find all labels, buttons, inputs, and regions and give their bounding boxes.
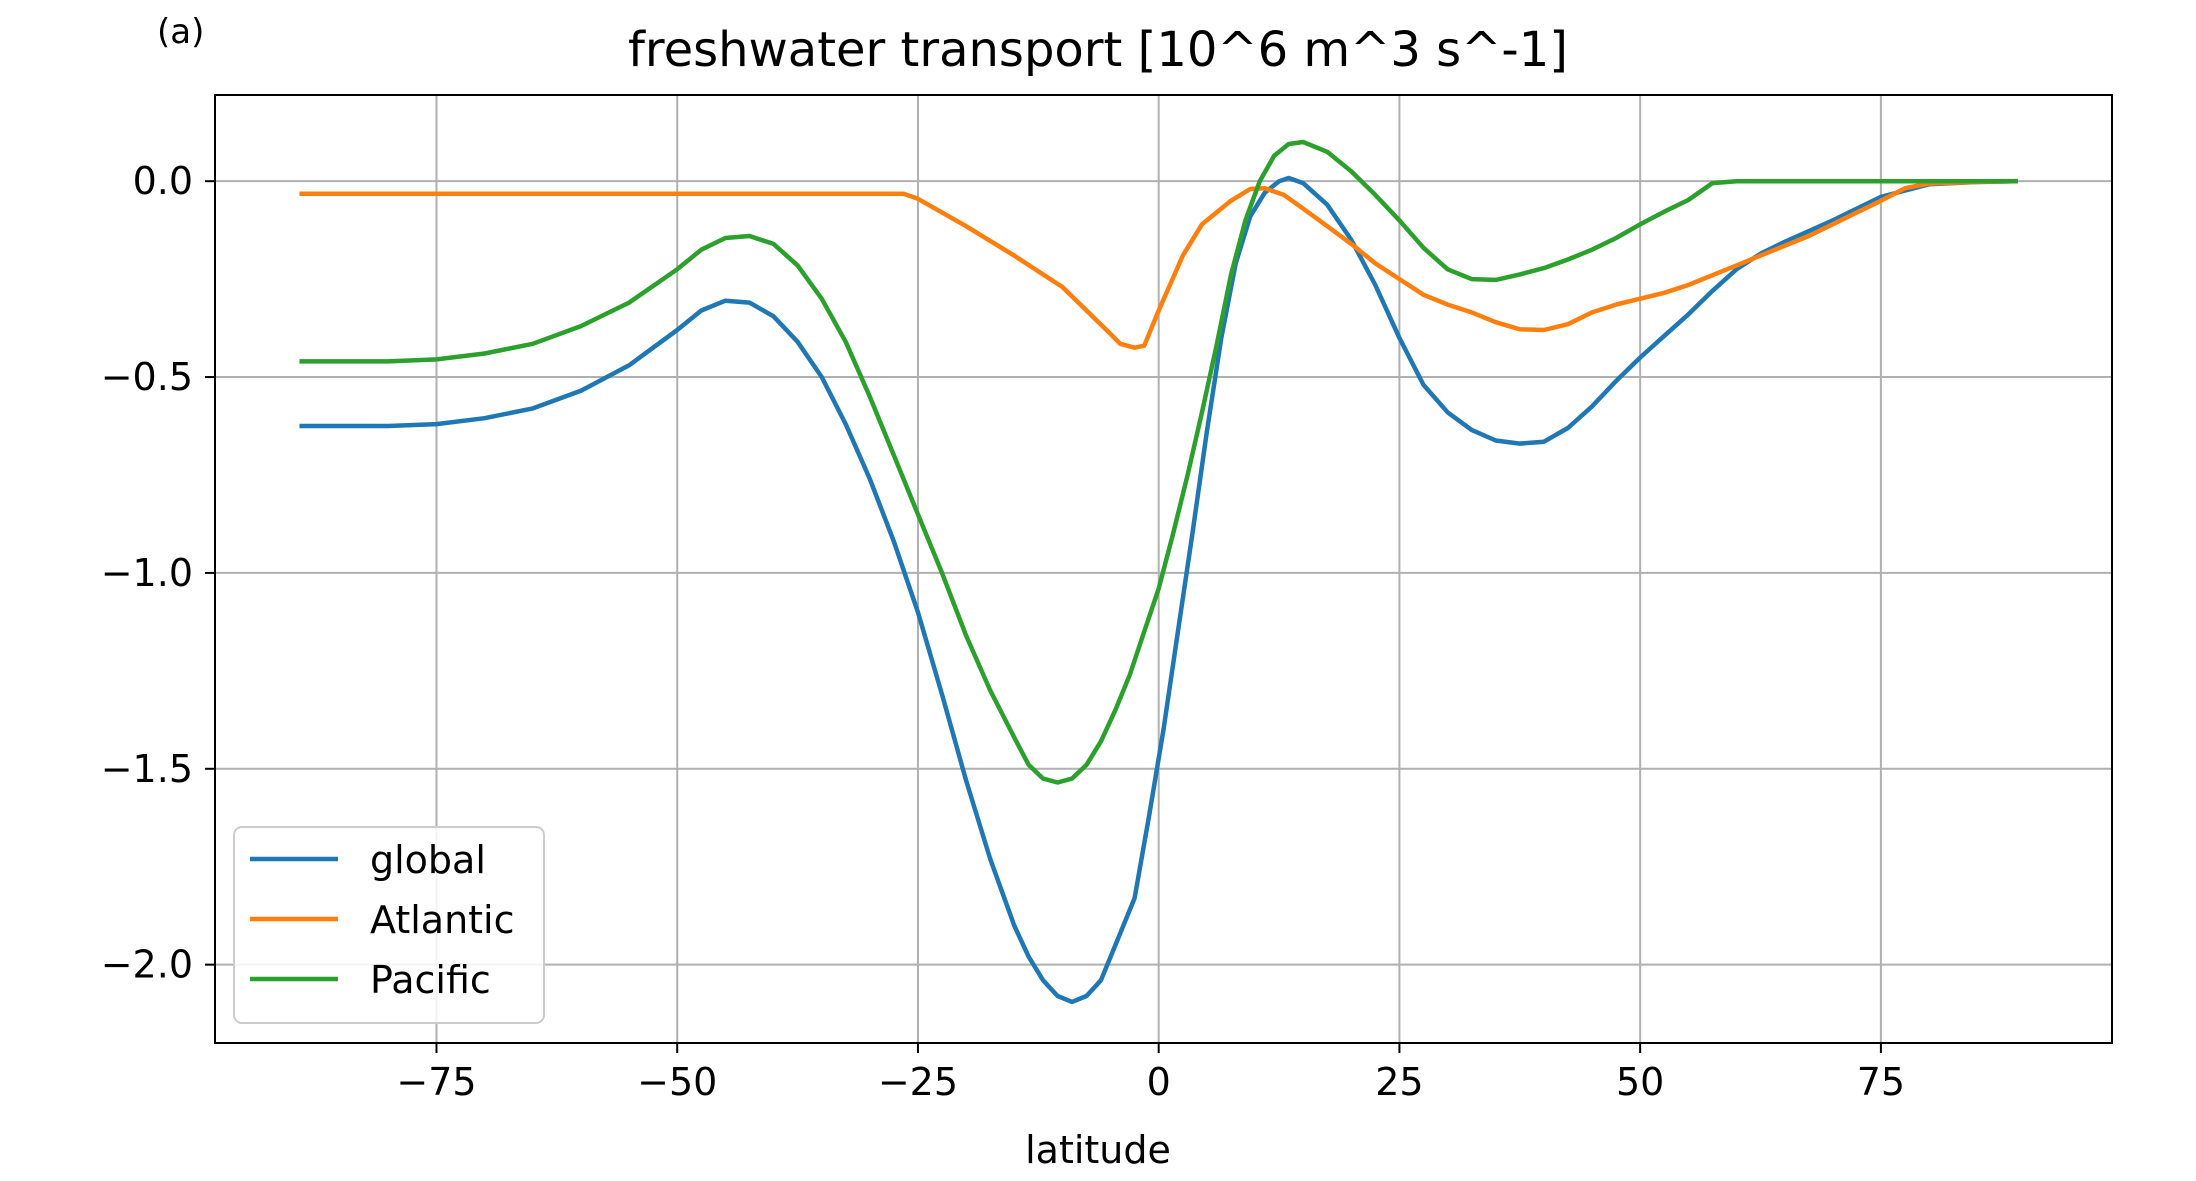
plot-frame [214,94,2113,1044]
y-tick-label: −0.5 [101,355,193,399]
legend: global Atlantic Pacific [233,826,545,1024]
x-tick-label: 25 [1375,1060,1423,1104]
x-tick-label: −25 [878,1060,958,1104]
legend-label: Atlantic [370,898,515,942]
x-axis-label: latitude [1025,1128,1171,1172]
x-tick-label: 75 [1857,1060,1905,1104]
x-tick-label: 50 [1616,1060,1664,1104]
chart-title: freshwater transport [10^6 m^3 s^-1] [627,22,1568,78]
y-tick-label: 0.0 [133,159,193,203]
x-tick-label: −50 [637,1060,717,1104]
series-layer [299,139,2018,1005]
legend-label: Pacific [370,958,491,1002]
series-line-pacific [299,139,2018,785]
y-tick-label: −1.5 [101,747,193,791]
legend-box [233,826,545,1024]
series-line-global [299,175,2018,1005]
panel-label: (a) [157,12,205,52]
x-tick-label: 0 [1147,1060,1171,1104]
x-tick-label: −75 [396,1060,476,1104]
legend-label: global [370,838,486,882]
y-tick-label: −2.0 [101,943,193,987]
tick-layer: −75 −50 −25 0 25 50 75 0.0 −0.5 −1.0 −1.5 −2.0 [101,159,1905,1104]
y-tick-label: −1.0 [101,551,193,595]
series-line-atlantic [299,178,2018,350]
